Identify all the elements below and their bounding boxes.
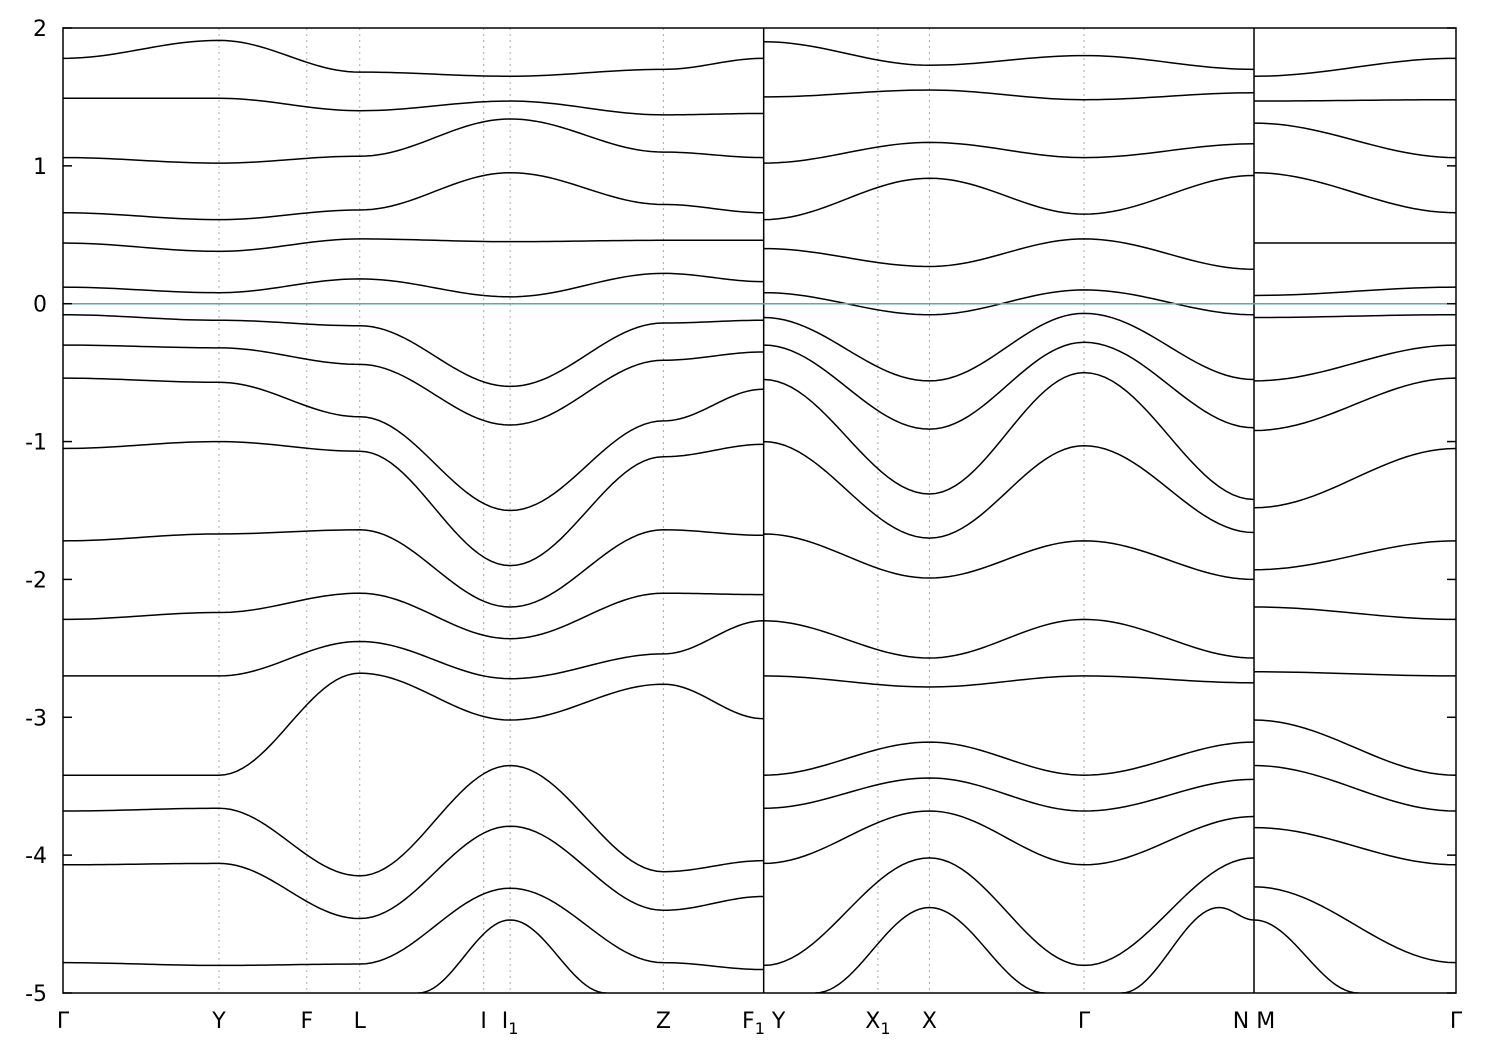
x-tick-label-10: Γ (1078, 1009, 1091, 1034)
y-tick-label-5: 0 (33, 293, 47, 318)
y-tick-label-6: 1 (33, 155, 47, 180)
grid-layer (218, 28, 1255, 993)
band-3 (63, 171, 1456, 221)
band-7 (63, 341, 1456, 430)
band-8 (63, 371, 1456, 512)
x-tick-label-2: F (300, 1009, 313, 1034)
band-12 (63, 620, 1456, 688)
band-13 (63, 672, 1456, 776)
band-14 (63, 764, 1456, 877)
x-tick-label-3: L (354, 1009, 367, 1034)
band-layer (63, 39, 1456, 993)
band-11 (63, 592, 1456, 659)
y-tick-label-7: 2 (33, 17, 47, 42)
band-18 (815, 906, 1046, 993)
y-tick-label-0: -5 (25, 982, 47, 1007)
y-tick-label-2: -3 (25, 706, 47, 731)
x-tick-label-0: Γ (57, 1009, 70, 1034)
band-0 (63, 39, 1456, 78)
frame-layer (62, 27, 1457, 994)
y-tick-label-4: -1 (25, 431, 47, 456)
x-tick-label-12: Γ (1450, 1009, 1463, 1034)
x-tick-label-7: F1 Y (742, 1009, 786, 1038)
y-tick-label-1: -4 (25, 844, 47, 869)
x-tick-label-9: X (922, 1009, 937, 1034)
band-2 (63, 118, 1456, 164)
band-19 (1121, 906, 1359, 993)
x-tick-label-5: I1 (502, 1009, 519, 1038)
band-1 (63, 89, 1456, 116)
band-15 (63, 810, 1456, 920)
x-tick-label-11: N M (1233, 1009, 1275, 1034)
band-10 (63, 529, 1456, 608)
band-17 (418, 919, 607, 993)
x-tick-label-8: X1 (865, 1009, 890, 1038)
band-4 (63, 238, 1456, 270)
label-layer: -5 -4 -3 -2 -1 0 1 2 Γ Y F L I I1 Z F1 Y X1 X Γ N M Γ (25, 17, 1463, 1038)
plot-frame (62, 27, 1457, 994)
band-5 (63, 272, 1456, 316)
band-6 (63, 312, 1456, 388)
y-tick-label-3: -2 (25, 568, 47, 593)
band-16 (63, 857, 1456, 971)
x-tick-label-1: Y (211, 1009, 226, 1034)
x-tick-label-6: Z (656, 1009, 671, 1034)
band-9 (63, 440, 1456, 567)
x-tick-label-4: I (480, 1009, 487, 1034)
